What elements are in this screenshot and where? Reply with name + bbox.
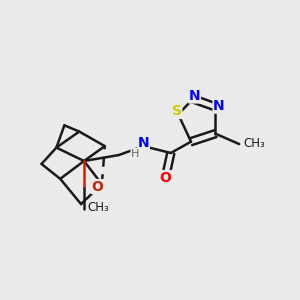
Text: S: S [172,104,182,118]
Text: CH₃: CH₃ [87,201,109,214]
Text: N: N [213,99,225,113]
Text: O: O [160,171,171,184]
Text: O: O [92,180,103,194]
Text: CH₃: CH₃ [244,137,266,150]
Text: N: N [138,136,149,150]
Text: N: N [189,89,200,103]
Text: H: H [131,148,139,158]
